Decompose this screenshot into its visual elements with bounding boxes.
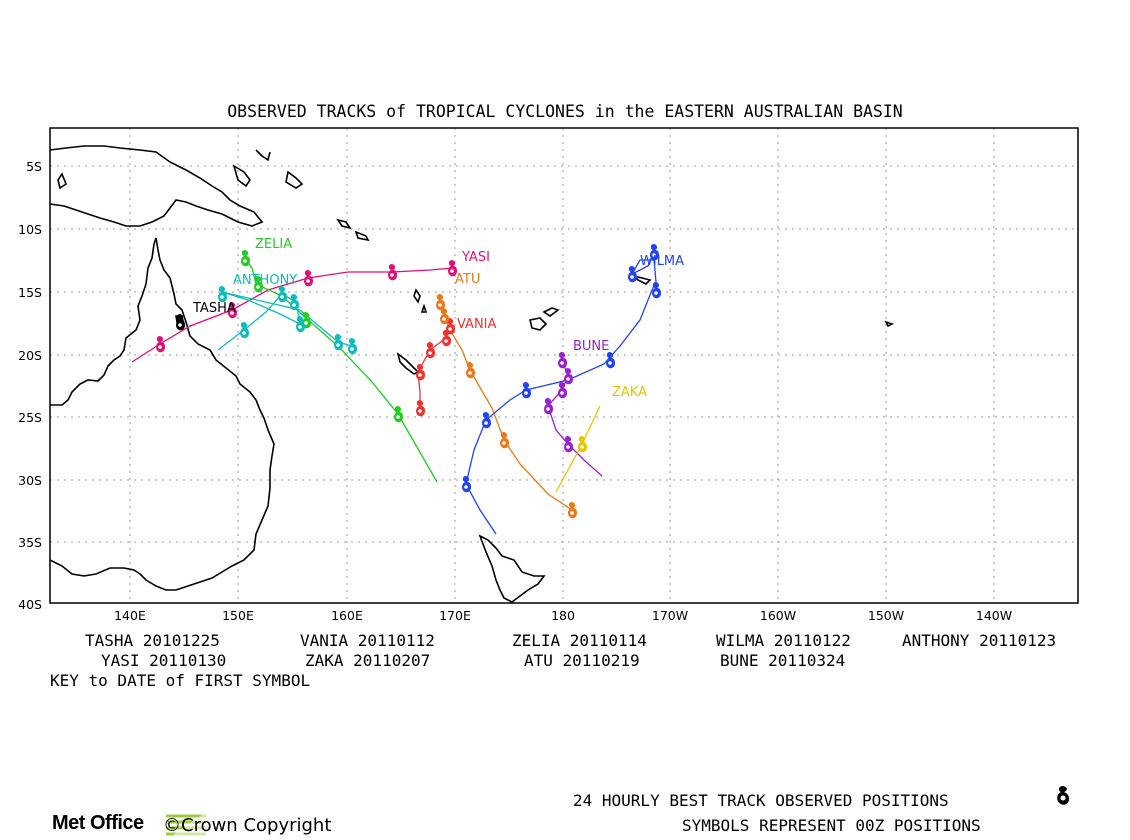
lon-label: 180 (551, 608, 575, 623)
cyclone-symbol-zelia (254, 276, 263, 293)
key-zelia: ZELIA 20110114 (512, 631, 647, 650)
cyclone-symbol-bune (544, 398, 553, 415)
key-tasha: TASHA 20101225 (85, 631, 220, 650)
lon-label: 140E (114, 608, 146, 623)
key-wilma: WILMA 20110122 (716, 631, 851, 650)
lat-label: 5S (26, 159, 42, 174)
cyclone-symbol-yasi (304, 270, 313, 287)
australia-coastline (49, 237, 275, 591)
cyclone-symbol-vania (442, 330, 451, 347)
cyclone-symbol-wilma (462, 476, 471, 493)
lon-label: 170E (439, 608, 471, 623)
cyclone-symbol-zelia (241, 250, 250, 267)
lat-label: 30S (18, 473, 42, 488)
key-zaka: ZAKA 20110207 (305, 651, 431, 670)
cyclone-symbol-anthony (218, 286, 227, 303)
cyclone-symbol-anthony (348, 338, 357, 355)
cyclone-symbol-yasi (228, 302, 237, 319)
key-caption: KEY to DATE of FIRST SYMBOL (50, 671, 311, 690)
key-vania: VANIA 20110112 (300, 631, 435, 650)
track-label-anthony: ANTHONY (233, 273, 297, 288)
new-caledonia-coastline (396, 352, 420, 375)
cyclone-symbol-yasi (448, 260, 457, 277)
track-label-wilma: WILMA (640, 254, 684, 269)
cyclone-symbol-bune (564, 436, 573, 453)
lon-label: 150W (868, 608, 904, 623)
cyclone-symbol-anthony (278, 286, 287, 303)
cyclone-symbol-icon (1057, 786, 1069, 805)
key-yasi: YASI 20110130 (101, 651, 227, 670)
cyclone-symbol-vania (416, 364, 425, 381)
lon-label: 160W (760, 608, 796, 623)
track-label-bune: BUNE (573, 339, 609, 354)
track-labels: TASHA YASI ZELIA ANTHONY VANIA ATU WILMA BUNE ZA… (192, 237, 684, 400)
track-zaka (555, 405, 601, 493)
cyclone-symbol-vania (426, 342, 435, 359)
track-label-zelia: ZELIA (255, 237, 292, 252)
cyclone-symbol-zelia (394, 406, 403, 423)
cyclone-symbol-anthony (290, 294, 299, 311)
lat-label: 15S (18, 285, 42, 300)
cyclone-tracks (131, 251, 657, 535)
cyclone-symbol-tasha (176, 314, 185, 331)
map-title: OBSERVED TRACKS of TROPICAL CYCLONES in … (227, 102, 903, 121)
key-bune: BUNE 20110324 (720, 651, 846, 670)
cyclone-symbol-zaka (578, 436, 587, 453)
cyclone-symbols (156, 244, 661, 519)
cyclone-symbol-atu (440, 308, 449, 325)
cyclone-symbol-wilma (606, 352, 615, 369)
axis-labels: 5S 10S 15S 20S 25S 30S 35S 40S 140E 150E 160E 170E 1… (18, 159, 1012, 623)
track-label-yasi: YASI (461, 250, 490, 265)
footer-line2: SYMBOLS REPRESENT 00Z POSITIONS (682, 816, 981, 835)
cyclone-symbol-anthony (296, 316, 305, 333)
cyclone-symbol-anthony (334, 334, 343, 351)
cyclone-symbol-wilma (628, 266, 637, 283)
lon-label: 170W (652, 608, 688, 623)
key-anthony: ANTHONY 20110123 (902, 631, 1057, 650)
track-anthony (217, 291, 353, 351)
cyclone-symbol-wilma (522, 382, 531, 399)
cyclone-symbol-atu (436, 294, 445, 311)
map-frame (49, 127, 1079, 604)
track-label-vania: VANIA (457, 317, 497, 332)
copyright-text: ©Crown Copyright (163, 815, 332, 836)
coastlines (49, 145, 895, 603)
cyclone-symbol-atu (466, 362, 475, 379)
track-label-atu: ATU (455, 272, 480, 287)
lon-label: 150E (222, 608, 254, 623)
cyclone-symbol-atu (568, 502, 577, 519)
new-zealand-coastline (478, 534, 546, 603)
cyclone-symbol-wilma (652, 282, 661, 299)
met-office-logo-text: Met Office (52, 812, 144, 834)
key-atu: ATU 20110219 (524, 651, 640, 670)
cyclone-symbol-yasi (156, 336, 165, 353)
cyclone-symbol-bune (558, 352, 567, 369)
lon-label: 160E (331, 608, 363, 623)
track-yasi (131, 267, 453, 363)
cyclone-symbol-vania (416, 400, 425, 417)
lat-label: 20S (18, 348, 42, 363)
met-office-logo-icon (166, 812, 206, 840)
cyclone-symbol-wilma (650, 244, 659, 261)
new-guinea-coastline (49, 145, 264, 227)
footer-line1: 24 HOURLY BEST TRACK OBSERVED POSITIONS (573, 791, 949, 810)
cyclone-symbol-anthony (240, 322, 249, 339)
track-label-zaka: ZAKA (612, 385, 647, 400)
lat-label: 25S (18, 410, 42, 425)
cyclone-symbol-wilma (482, 412, 491, 429)
cyclone-symbol-yasi (388, 264, 397, 281)
lat-label: 10S (18, 222, 42, 237)
lon-label: 140W (976, 608, 1012, 623)
lat-label: 40S (18, 597, 42, 612)
cyclone-symbol-atu (500, 432, 509, 449)
lat-label: 35S (18, 535, 42, 550)
cyclone-symbol-bune (558, 382, 567, 399)
track-label-tasha: TASHA (192, 301, 236, 316)
cyclone-symbol-bune (564, 368, 573, 385)
